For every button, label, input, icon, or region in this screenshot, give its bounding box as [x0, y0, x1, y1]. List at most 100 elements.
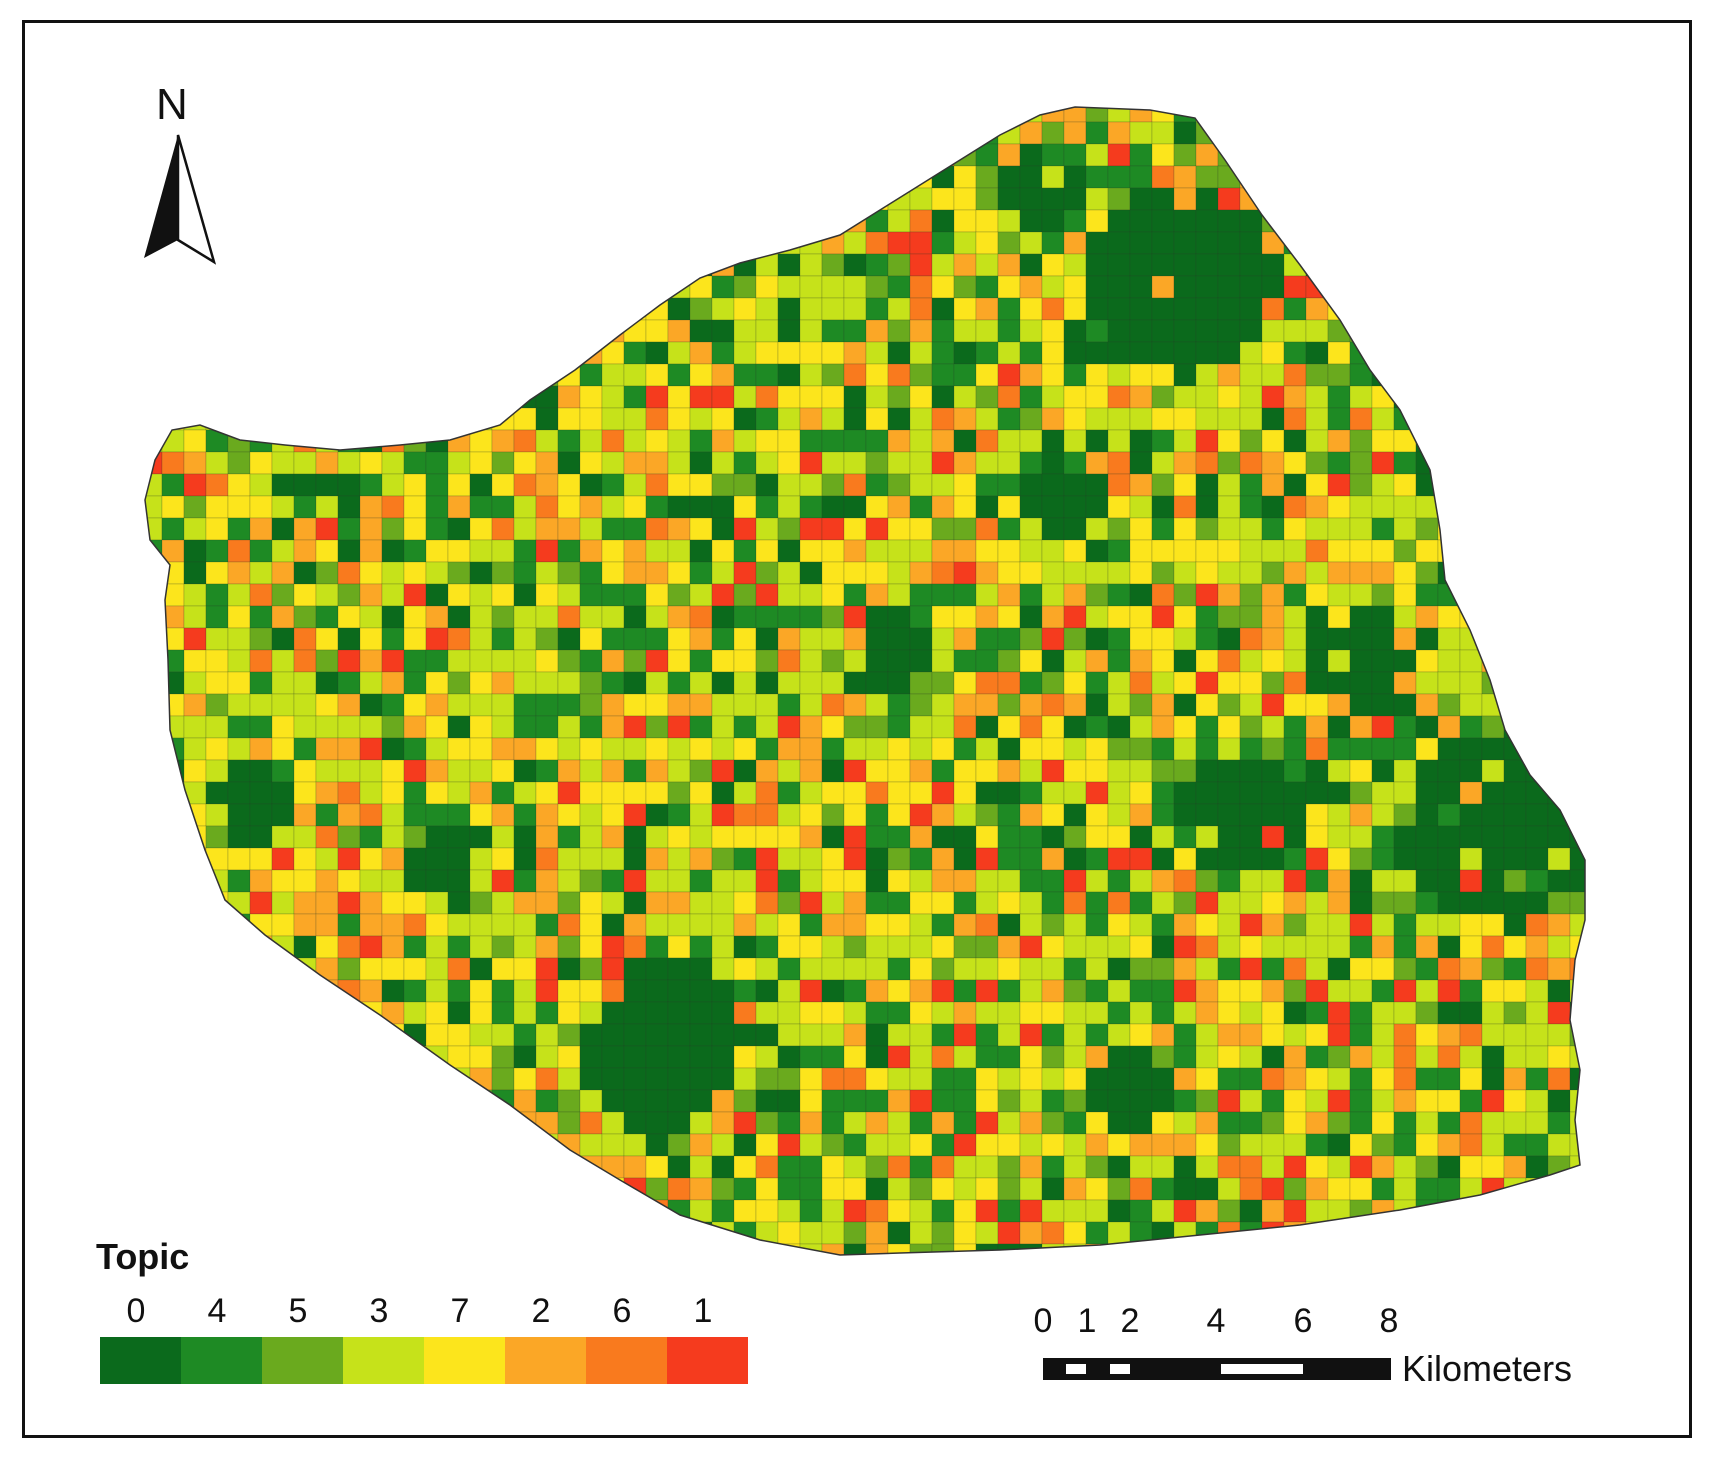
grid-cell	[315, 1001, 339, 1025]
grid-cell	[249, 363, 273, 387]
grid-cell	[975, 693, 999, 717]
grid-cell	[733, 209, 757, 233]
grid-cell	[799, 583, 823, 607]
grid-cell	[887, 825, 911, 849]
grid-cell	[667, 693, 691, 717]
grid-cell	[843, 473, 867, 497]
grid-cell	[733, 165, 757, 189]
grid-cell	[579, 275, 603, 299]
grid-cell	[1217, 385, 1241, 409]
grid-cell	[145, 1111, 163, 1135]
grid-cell	[1503, 781, 1527, 805]
grid-cell	[249, 1243, 273, 1255]
grid-cell	[1437, 385, 1461, 409]
grid-cell	[1503, 913, 1527, 937]
grid-cell	[909, 1177, 933, 1201]
grid-cell	[1195, 407, 1219, 431]
grid-cell	[1195, 583, 1219, 607]
grid-cell	[711, 913, 735, 937]
grid-cell	[1041, 1199, 1065, 1223]
grid-cell	[337, 187, 361, 211]
grid-cell	[1327, 121, 1351, 145]
grid-cell	[1481, 935, 1505, 959]
grid-cell	[381, 561, 405, 585]
grid-cell	[1239, 341, 1263, 365]
grid-cell	[645, 781, 669, 805]
grid-cell	[755, 473, 779, 497]
grid-cell	[733, 957, 757, 981]
grid-cell	[689, 781, 713, 805]
grid-cell	[205, 107, 229, 123]
grid-cell	[183, 451, 207, 475]
grid-cell	[1173, 385, 1197, 409]
grid-cell	[1041, 825, 1065, 849]
grid-cell	[579, 715, 603, 739]
grid-cell	[1217, 1243, 1241, 1255]
grid-cell	[315, 341, 339, 365]
grid-cell	[315, 957, 339, 981]
grid-cell	[997, 869, 1021, 893]
grid-cell	[1195, 869, 1219, 893]
grid-cell	[1481, 825, 1505, 849]
grid-cell	[469, 1067, 493, 1091]
grid-cell	[1503, 1243, 1527, 1255]
grid-cell	[1437, 473, 1461, 497]
grid-cell	[689, 1001, 713, 1025]
grid-cell	[667, 957, 691, 981]
grid-cell	[931, 693, 955, 717]
grid-cell	[1459, 363, 1483, 387]
grid-cell	[1371, 781, 1395, 805]
grid-cell	[931, 1155, 955, 1179]
grid-cell	[799, 825, 823, 849]
grid-cell	[1129, 319, 1153, 343]
grid-cell	[931, 737, 955, 761]
grid-cell	[909, 1155, 933, 1179]
grid-cell	[777, 341, 801, 365]
grid-cell	[579, 583, 603, 607]
grid-cell	[1217, 209, 1241, 233]
grid-cell	[711, 1023, 735, 1047]
grid-cell	[689, 107, 713, 123]
grid-cell	[953, 1111, 977, 1135]
grid-cell	[271, 341, 295, 365]
grid-cell	[1592, 562, 1614, 584]
grid-cell	[667, 1177, 691, 1201]
grid-cell	[931, 825, 955, 849]
grid-cell	[1041, 253, 1065, 277]
grid-cell	[909, 143, 933, 167]
grid-cell	[777, 385, 801, 409]
grid-cell	[1305, 143, 1329, 167]
grid-cell	[535, 825, 559, 849]
grid-cell	[1261, 1045, 1285, 1069]
grid-cell	[667, 759, 691, 783]
grid-cell	[557, 561, 581, 585]
grid-cell	[1085, 935, 1109, 959]
grid-cell	[513, 319, 537, 343]
grid-cell	[1129, 1177, 1153, 1201]
grid-cell	[403, 143, 427, 167]
grid-cell	[1063, 1001, 1087, 1025]
grid-cell	[931, 605, 955, 629]
grid-cell	[491, 825, 515, 849]
grid-cell	[1481, 913, 1505, 937]
grid-cell	[1393, 781, 1417, 805]
grid-cell	[667, 1111, 691, 1135]
north-arrow-label: N	[156, 80, 188, 129]
grid-cell	[1327, 935, 1351, 959]
grid-cell	[1173, 671, 1197, 695]
grid-cell	[1503, 1133, 1527, 1157]
grid-cell	[667, 451, 691, 475]
grid-cell	[1217, 473, 1241, 497]
grid-cell	[249, 1155, 273, 1179]
grid-cell	[1063, 847, 1087, 871]
grid-cell	[909, 209, 933, 233]
grid-cell	[1415, 363, 1439, 387]
grid-cell	[557, 847, 581, 871]
grid-cell	[271, 143, 295, 167]
grid-cell	[1437, 627, 1461, 651]
grid-cell	[557, 107, 581, 123]
grid-cell	[887, 1023, 911, 1047]
grid-cell	[997, 1199, 1021, 1223]
grid-cell	[535, 891, 559, 915]
